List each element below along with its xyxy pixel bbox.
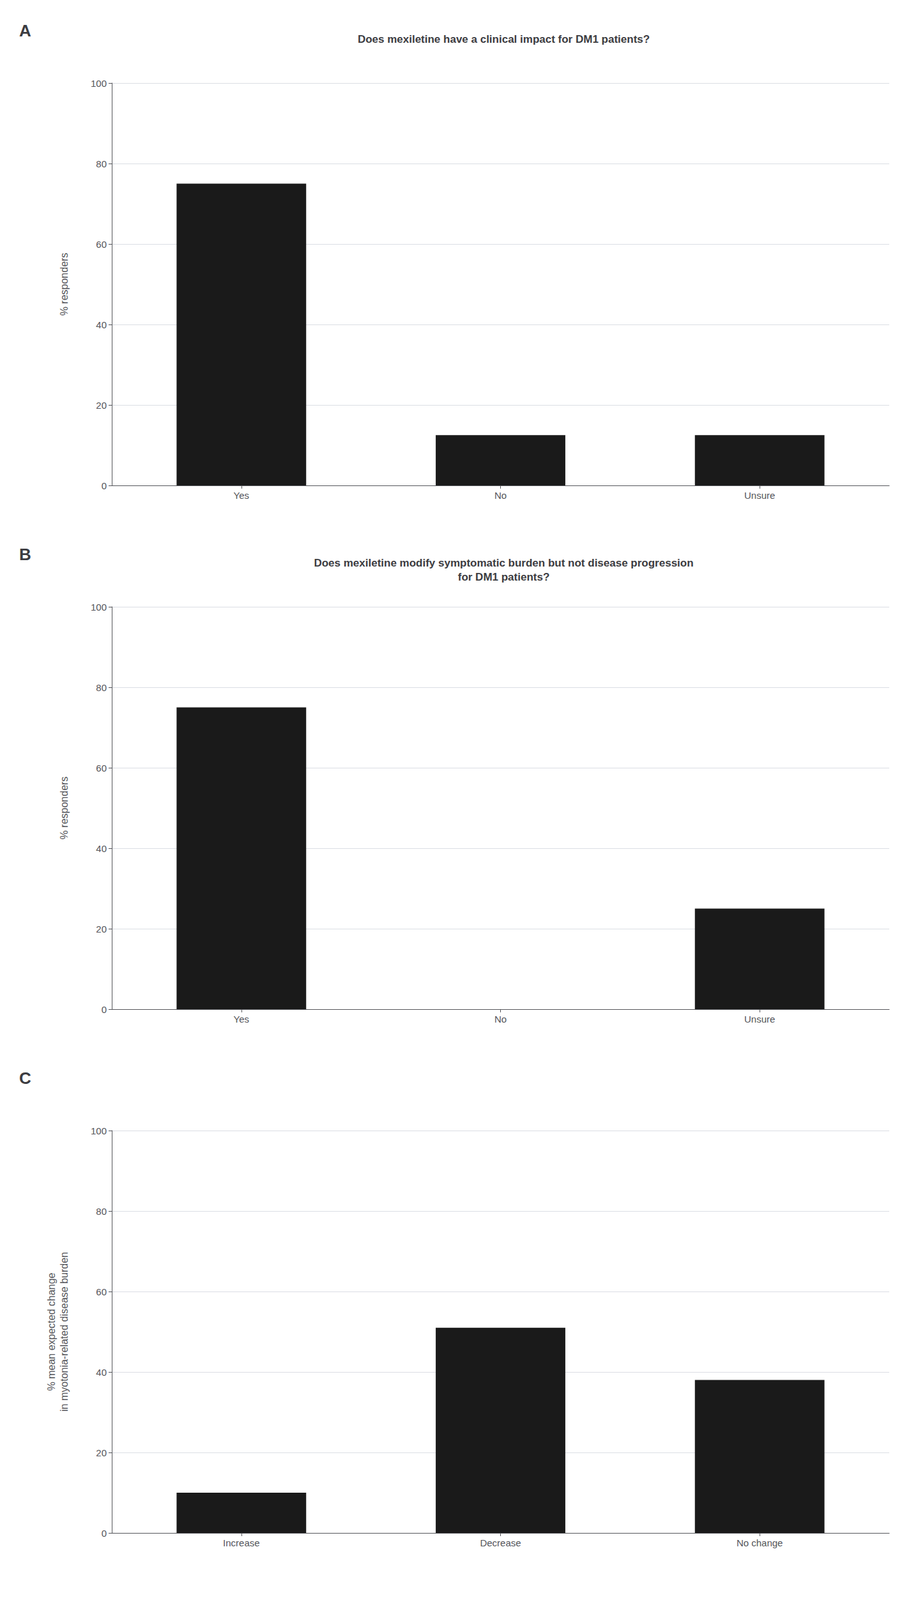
svg-text:100: 100	[90, 601, 107, 613]
svg-text:0: 0	[101, 480, 107, 492]
svg-text:60: 60	[95, 1286, 107, 1298]
svg-text:C: C	[19, 1068, 32, 1088]
svg-text:40: 40	[95, 843, 107, 855]
svg-text:100: 100	[90, 1125, 107, 1137]
svg-text:Increase: Increase	[222, 1537, 261, 1549]
svg-text:Does mexiletine have a clinica: Does mexiletine have a clinical impact f…	[357, 33, 650, 46]
svg-text:% responders: % responders	[58, 776, 70, 841]
svg-text:No: No	[494, 489, 507, 501]
svg-text:100: 100	[90, 77, 107, 89]
svg-text:Yes: Yes	[233, 1013, 250, 1025]
svg-text:No change: No change	[736, 1537, 784, 1549]
svg-text:40: 40	[95, 319, 107, 331]
svg-text:80: 80	[95, 1206, 107, 1217]
svg-text:Yes: Yes	[233, 489, 250, 501]
svg-text:Unsure: Unsure	[744, 1013, 775, 1025]
svg-text:Decrease: Decrease	[479, 1537, 521, 1549]
svg-text:80: 80	[95, 158, 107, 170]
svg-text:Unsure: Unsure	[744, 489, 775, 501]
svg-text:Does mexiletine modify symptom: Does mexiletine modify symptomatic burde…	[313, 557, 694, 570]
svg-text:% responders: % responders	[58, 252, 70, 317]
svg-text:in myotonia-related disease bu: in myotonia-related disease burden	[58, 1252, 70, 1412]
svg-text:0: 0	[101, 1528, 107, 1539]
svg-text:% mean expected change: % mean expected change	[45, 1272, 57, 1391]
svg-text:0: 0	[101, 1004, 107, 1016]
svg-text:80: 80	[95, 682, 107, 694]
svg-text:20: 20	[95, 399, 107, 411]
svg-text:A: A	[19, 21, 32, 41]
svg-text:20: 20	[95, 923, 107, 935]
svg-text:No: No	[494, 1013, 507, 1025]
svg-text:for DM1 patients?: for DM1 patients?	[458, 571, 551, 584]
svg-text:60: 60	[95, 238, 107, 250]
svg-text:40: 40	[95, 1367, 107, 1378]
svg-text:60: 60	[95, 762, 107, 774]
svg-text:B: B	[19, 544, 32, 565]
svg-text:20: 20	[95, 1447, 107, 1459]
